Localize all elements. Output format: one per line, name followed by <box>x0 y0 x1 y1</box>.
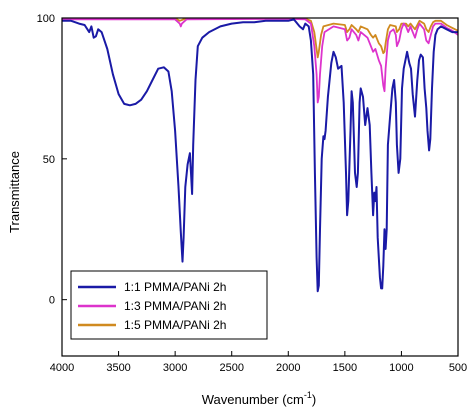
legend-label-series-2: 1:3 PMMA/PANi 2h <box>124 299 226 313</box>
series-line-2 <box>62 18 458 104</box>
x-tick-label: 3000 <box>163 362 187 374</box>
legend-label-series-1: 1:1 PMMA/PANi 2h <box>124 280 226 294</box>
x-axis-title: Wavenumber (cm-1) <box>202 390 316 407</box>
x-tick-label: 3500 <box>106 362 130 374</box>
x-axis-title-suffix: ) <box>312 392 316 407</box>
x-tick-label: 4000 <box>50 362 74 374</box>
x-tick-label: 2500 <box>219 362 243 374</box>
plot-area-frame <box>61 17 459 357</box>
series-line-3 <box>62 18 458 59</box>
x-tick-label: 500 <box>449 362 467 374</box>
legend-label-series-3: 1:5 PMMA/PANi 2h <box>124 318 226 332</box>
y-tick-label: 100 <box>37 13 55 25</box>
x-axis-title-superscript: -1 <box>304 390 312 400</box>
x-tick-label: 1000 <box>389 362 413 374</box>
y-axis-title: Transmittance <box>7 151 22 233</box>
legend: 1:1 PMMA/PANi 2h 1:3 PMMA/PANi 2h 1:5 PM… <box>70 270 268 340</box>
x-tick-label: 1500 <box>333 362 357 374</box>
y-tick-label: 0 <box>49 295 55 307</box>
x-axis-title-main: Wavenumber (cm <box>202 392 304 407</box>
y-tick-label: 50 <box>43 154 55 166</box>
series-line-1 <box>62 18 458 293</box>
axis-ticks: 4000 3500 3000 2500 2000 1500 1000 500 0 50 100 <box>37 13 468 374</box>
x-tick-label: 2000 <box>276 362 300 374</box>
series-layer <box>62 18 458 293</box>
